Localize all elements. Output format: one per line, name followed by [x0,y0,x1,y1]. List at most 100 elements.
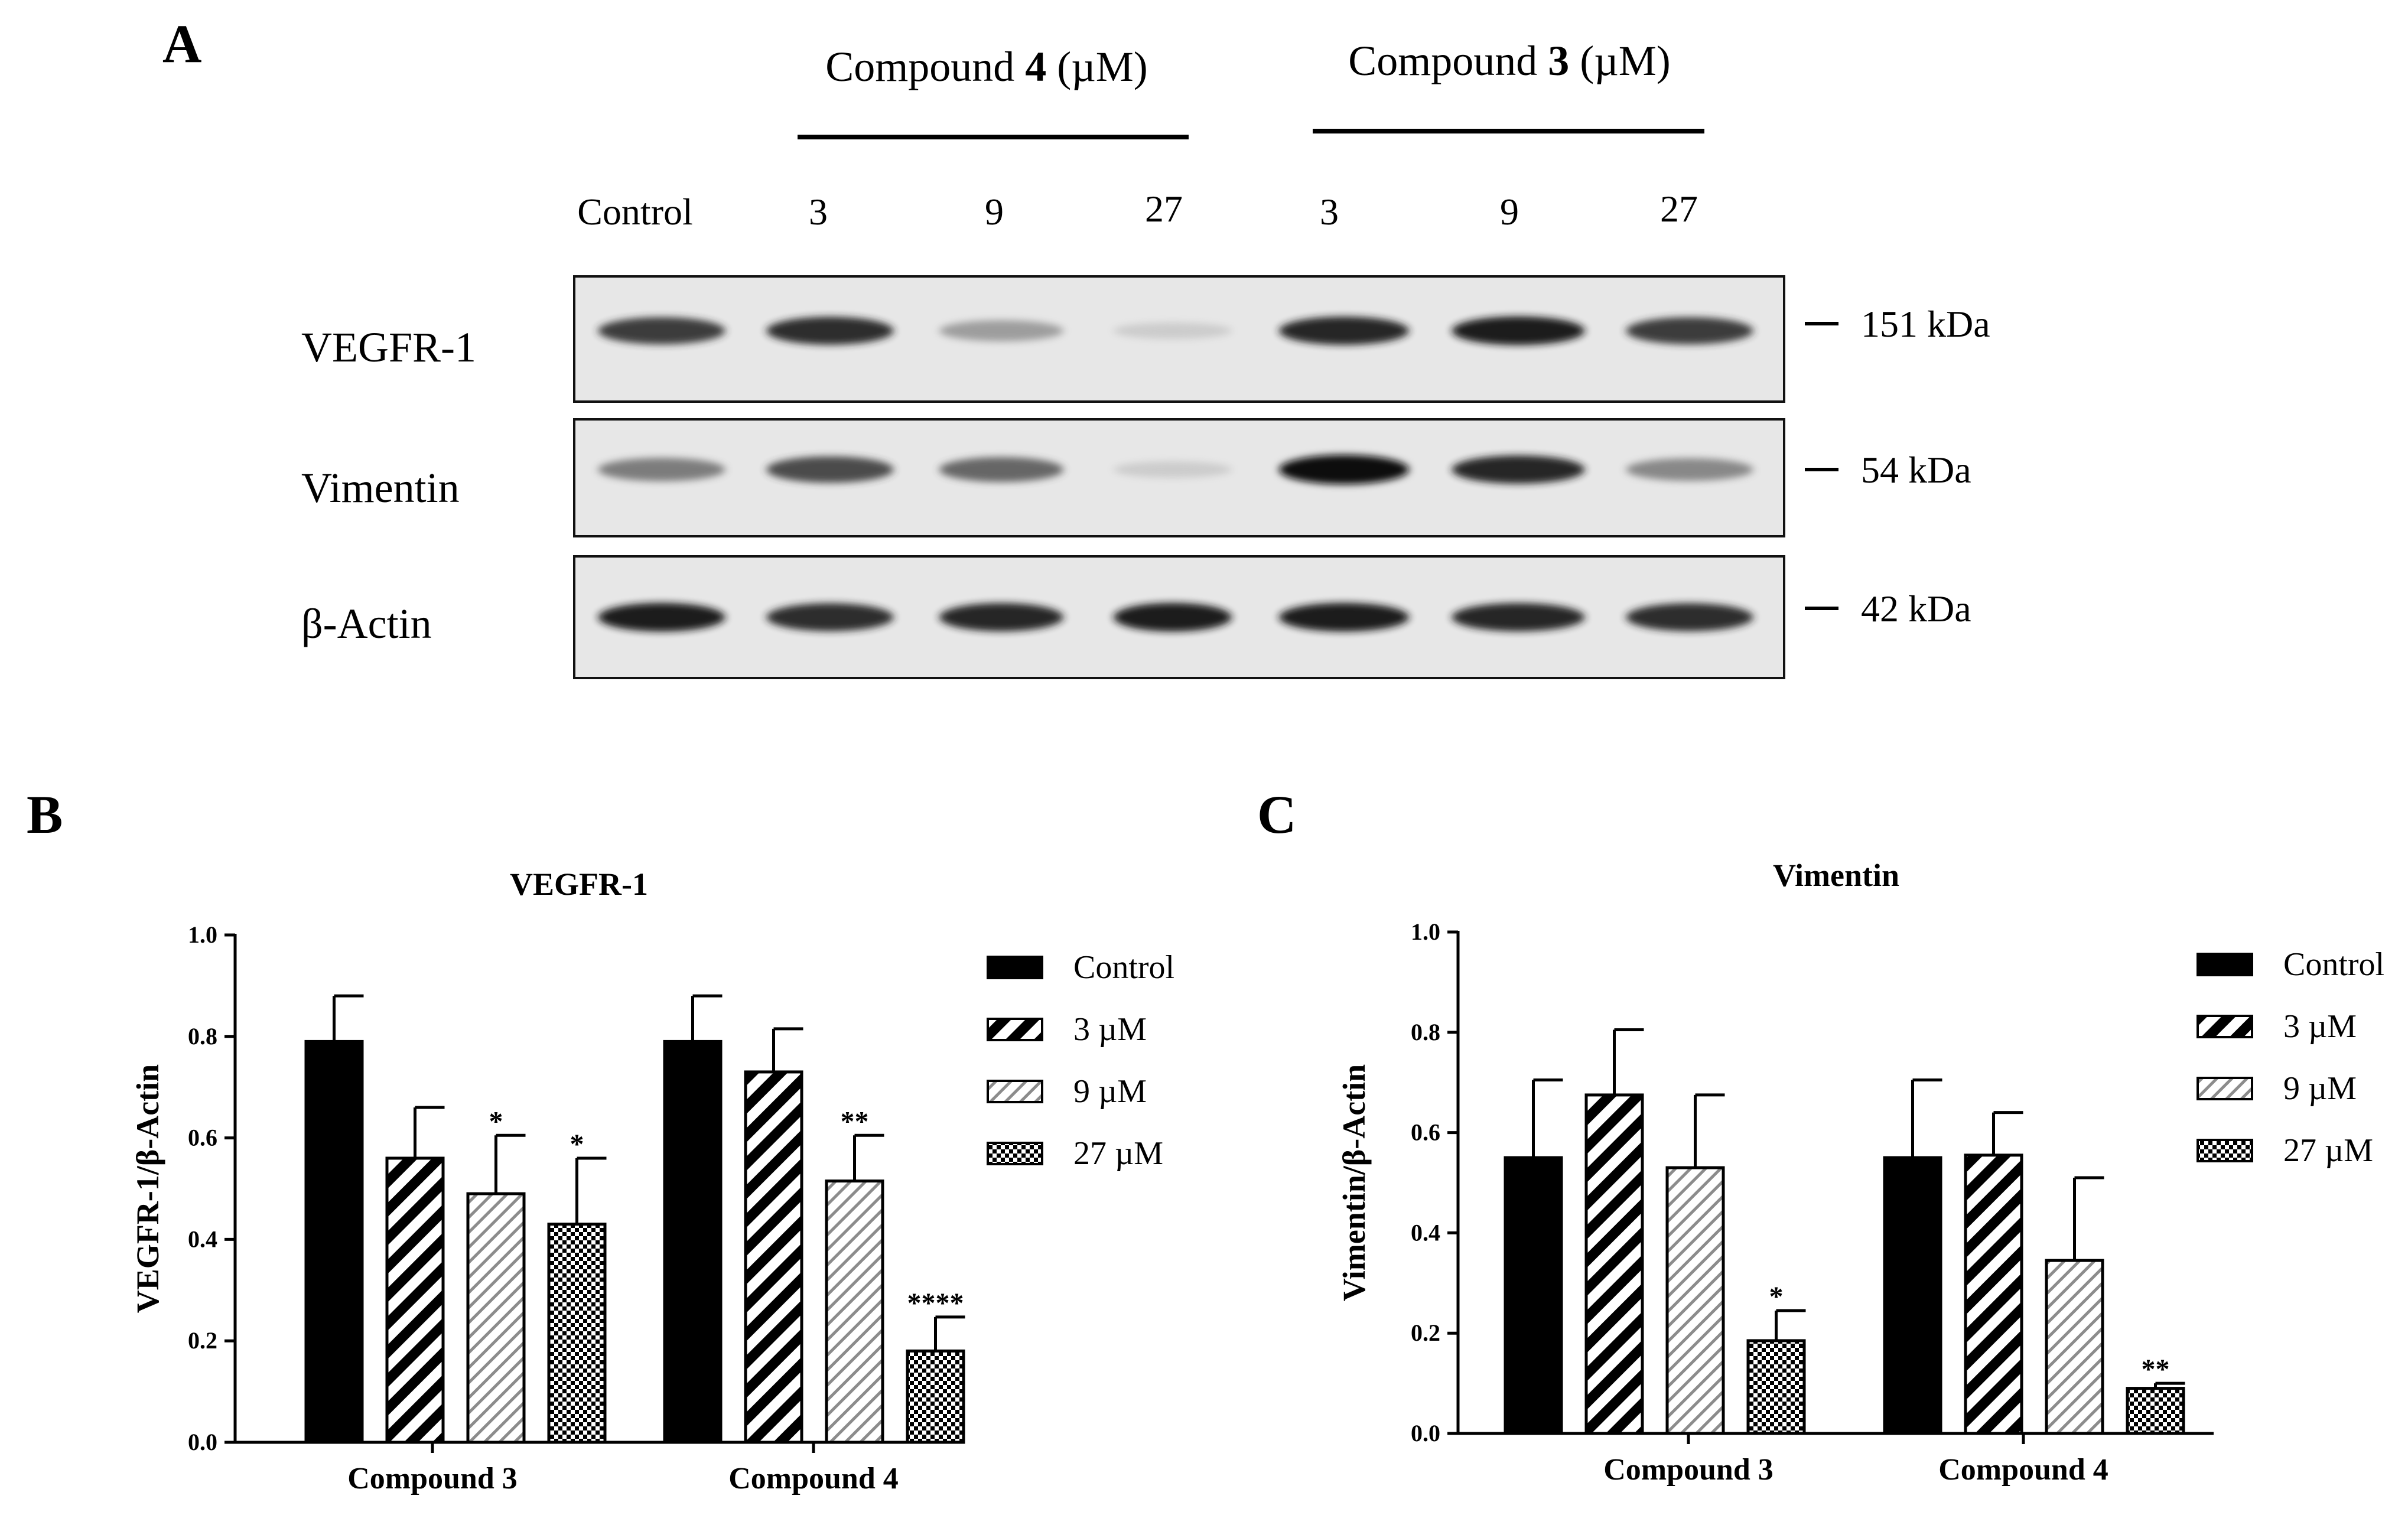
lane-label-3: 27 [1145,188,1183,230]
sig-label-2-0: * [489,1106,503,1137]
chart-title: Vimentin [1773,858,1899,893]
x-tick-label-0: Compound 3 [347,1462,518,1495]
band-2-1 [766,603,894,631]
bar-2-1 [825,1179,884,1444]
chart-title: VEGFR-1 [510,866,648,902]
bar-3-0 [1746,1339,1806,1435]
chart-vegfr1: VEGFR-1 VEGFR-1/β-Actin 0.0 0.2 0.4 0.6 0.8 1.0… [130,866,1174,1495]
sig-label-3-1: **** [907,1288,964,1319]
y-tick-label-5: 1.0 [1411,918,1440,945]
y-tick-label-1: 0.2 [1411,1319,1440,1346]
blot-frame-0 [573,275,1785,403]
y-tick-label-4: 0.8 [1411,1019,1440,1045]
marker-label-0: 151 kDa [1861,303,1990,345]
sig-label-2-1: ** [841,1106,869,1137]
band-2-5 [1452,603,1585,631]
sig-label-3-0: * [1769,1281,1784,1312]
legend-swatch-1 [2197,1015,2253,1038]
band-0-2 [939,320,1063,341]
band-0-1 [766,317,894,345]
bar-3-0 [547,1223,607,1444]
legend-swatch-2 [987,1080,1043,1103]
band-1-2 [939,457,1063,483]
band-1-5 [1452,455,1585,484]
band-2-6 [1626,603,1753,631]
band-2-4 [1279,602,1409,632]
legend-swatch-0 [987,956,1043,979]
marker-label-1: 54 kDa [1861,449,1971,491]
legend-swatch-1 [987,1018,1043,1041]
bar-1-1 [744,1070,803,1444]
protein-label-1: Vimentin [301,464,460,511]
band-1-6 [1626,458,1753,481]
sig-label-3-1: ** [2142,1354,2170,1385]
lane-label-5: 9 [1500,191,1519,233]
blot-row-1: Vimentin 54 kDa [301,418,1971,537]
lane-label-2: 9 [985,191,1004,233]
legend-label-2: 9 µM [2283,1070,2357,1107]
bar-1-0 [1584,1093,1644,1435]
legend-label-1: 3 µM [2283,1008,2357,1045]
band-0-6 [1626,317,1753,345]
y-axis-label: Vimentin/β-Actin [1336,1064,1372,1301]
sig-label-3-0: * [570,1129,584,1160]
lane-label-1: 3 [809,191,828,233]
band-2-2 [939,603,1063,631]
legend-swatch-3 [987,1142,1043,1165]
group-label-compound-3: Compound 3 (µM) [1348,37,1671,84]
legend-swatch-2 [2197,1077,2253,1100]
band-0-4 [1279,317,1409,345]
bar-0-0 [1504,1156,1563,1435]
band-2-3 [1114,602,1232,632]
lane-label-6: 27 [1660,188,1698,230]
blot-row-0: VEGFR-1 151 kDa [301,275,1990,403]
bar-1-1 [1964,1153,2023,1435]
bar-1-0 [385,1156,445,1444]
bar-0-1 [663,1040,723,1444]
legend-swatch-3 [2197,1139,2253,1162]
bar-3-1 [2126,1387,2185,1435]
y-tick-label-5: 1.0 [188,921,217,948]
bar-0-1 [1883,1156,1942,1435]
bar-2-0 [1665,1166,1725,1435]
x-tick-label-0: Compound 3 [1603,1453,1774,1487]
bar-2-0 [466,1192,526,1444]
band-1-0 [598,458,725,481]
panel-b-letter: B [27,784,63,845]
blot-row-2: β-Actin 42 kDa [301,555,1971,679]
band-0-5 [1452,316,1585,346]
band-0-3 [1114,322,1232,339]
band-0-0 [598,317,725,345]
panel-a-letter: A [162,14,201,74]
bar-2-1 [2045,1259,2104,1435]
legend-label-3: 27 µM [1073,1135,1163,1172]
band-2-0 [598,602,725,632]
lane-label-0: Control [577,191,693,233]
y-tick-label-0: 0.0 [1411,1420,1440,1446]
y-axis-label: VEGFR-1/β-Actin [130,1064,165,1313]
y-tick-label-3: 0.6 [188,1125,217,1151]
band-1-3 [1114,461,1232,478]
legend-label-0: Control [2283,946,2384,983]
group-label-compound-4: Compound 4 (µM) [825,43,1148,90]
band-1-4 [1279,455,1409,484]
y-tick-label-3: 0.6 [1411,1119,1440,1146]
legend-label-0: Control [1073,949,1174,986]
lane-label-4: 3 [1320,191,1339,233]
y-tick-label-2: 0.4 [1411,1219,1440,1246]
legend-swatch-0 [2197,953,2253,976]
bar-3-1 [906,1349,965,1444]
y-tick-label-4: 0.8 [188,1023,217,1050]
legend-label-3: 27 µM [2283,1132,2373,1169]
bar-0-0 [304,1040,364,1444]
legend-label-2: 9 µM [1073,1073,1147,1110]
y-tick-label-0: 0.0 [188,1429,217,1455]
y-tick-label-2: 0.4 [188,1226,217,1252]
marker-label-2: 42 kDa [1861,588,1971,630]
protein-label-0: VEGFR-1 [301,324,476,371]
legend-label-1: 3 µM [1073,1011,1147,1048]
blot-frame-1 [573,418,1785,537]
chart-vimentin: Vimentin Vimentin/β-Actin 0.0 0.2 0.4 0.6 0.8 1… [1336,858,2384,1487]
panel-a-western-blot: A Compound 4 (µM) Compound 3 (µM) Contro… [162,14,1990,679]
